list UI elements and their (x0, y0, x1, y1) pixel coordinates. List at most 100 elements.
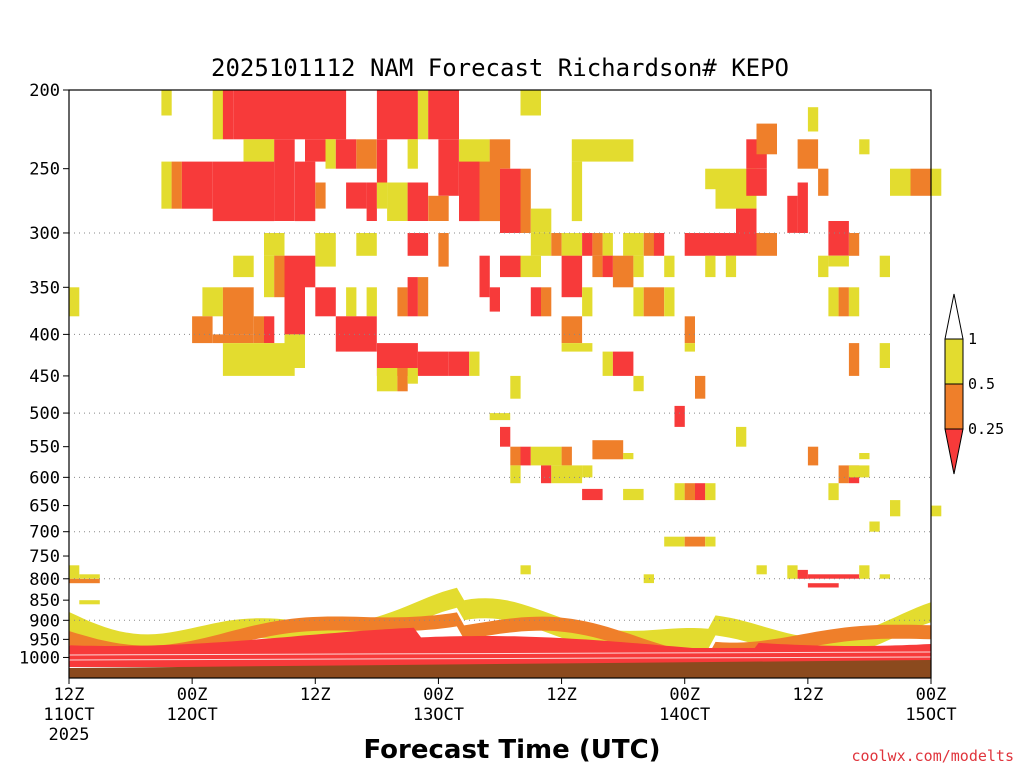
heatmap-cell (366, 287, 377, 317)
heatmap-cell (202, 287, 223, 317)
heatmap-cell (459, 161, 480, 222)
x-tick-label: 00Z (916, 685, 947, 705)
heatmap-cell (561, 255, 583, 298)
heatmap-cell (592, 440, 624, 460)
heatmap-cell (612, 255, 634, 288)
heatmap-cell (684, 536, 706, 547)
heatmap-cell (797, 182, 808, 233)
heatmap-cell (787, 565, 798, 579)
heatmap-cell (407, 182, 429, 221)
heatmap-cell (325, 139, 336, 169)
y-tick-label: 1000 (19, 648, 60, 668)
x-tick-label: 2025 (49, 725, 90, 745)
heatmap-cell (838, 465, 849, 484)
colorbar-lower-arrow (944, 428, 964, 475)
y-tick-label: 950 (29, 630, 60, 650)
bl-streak (68, 651, 932, 656)
y-tick-label: 400 (29, 325, 60, 345)
heatmap-cell (869, 521, 880, 532)
heatmap-cell (931, 505, 942, 517)
heatmap-cell (274, 255, 285, 298)
heatmap-cell (79, 600, 100, 605)
heatmap-cell (479, 255, 490, 298)
heatmap-cell (705, 536, 716, 547)
colorbar-label-0.5: 0.5 (968, 375, 995, 393)
heatmap-cell (890, 168, 911, 196)
heatmap-cell (664, 255, 675, 278)
heatmap-cell (551, 465, 583, 484)
heatmap-cell (69, 578, 100, 584)
heatmap-cell (438, 233, 449, 267)
heatmap-cell (807, 574, 860, 579)
heatmap-cell (890, 500, 901, 517)
heatmap-cell (838, 287, 849, 317)
heatmap-cell (407, 139, 418, 169)
heatmap-cell (315, 233, 336, 267)
heatmap-cell (818, 255, 829, 278)
heatmap-cell (807, 107, 819, 132)
heatmap-cell (807, 583, 839, 588)
x-tick-label: 14OCT (659, 705, 710, 725)
heatmap-cell (756, 233, 777, 256)
heatmap-cell (274, 139, 295, 183)
heatmap-cell (407, 233, 429, 256)
y-tick-label: 900 (29, 611, 60, 631)
heatmap-cell (335, 139, 357, 169)
x-tick-label: 12Z (792, 685, 823, 705)
ground-strip (69, 660, 931, 678)
heatmap-cell (469, 351, 480, 376)
heatmap-cell (695, 483, 706, 501)
y-tick-label: 800 (29, 570, 60, 590)
boundary-layer (68, 587, 932, 678)
y-tick-label: 300 (29, 224, 60, 244)
heatmap-cell (551, 233, 562, 256)
heatmap-cell (346, 182, 367, 209)
heatmap-cell (69, 287, 80, 317)
heatmap-cell (848, 343, 860, 376)
heatmap-cell (530, 446, 562, 466)
heatmap-cell (931, 168, 942, 196)
heatmap-cell (346, 287, 357, 317)
heatmap-cell (592, 255, 603, 278)
credit-text[interactable]: coolwx.com/modelts (851, 747, 1014, 765)
heatmap-cell (428, 90, 459, 140)
heatmap-cell (664, 287, 675, 317)
heatmap-cell (879, 574, 890, 579)
y-tick-label: 250 (29, 160, 60, 180)
heatmap-cell (530, 287, 542, 317)
heatmap-cell (294, 161, 316, 222)
x-tick-label: 13OCT (413, 705, 464, 725)
heatmap-cell (705, 168, 716, 190)
x-axis-label: Forecast Time (UTC) (363, 735, 660, 765)
x-tick-label: 15OCT (905, 705, 956, 725)
heatmap-cell (736, 426, 747, 447)
heatmap-cell (510, 465, 521, 484)
heatmap-cell (161, 161, 172, 209)
heatmap-cell (674, 483, 685, 501)
chart-title: 2025101112 NAM Forecast Richardson# KEPO (211, 54, 789, 82)
heatmap-cell (356, 139, 377, 169)
heatmap-cell (233, 255, 254, 278)
y-tick-label: 200 (29, 81, 60, 101)
heatmap-cell (787, 195, 798, 233)
heatmap-cell (623, 233, 644, 256)
heatmap-cell (602, 233, 613, 256)
heatmap-cell (376, 90, 418, 140)
heatmap-cells (69, 90, 942, 605)
heatmap-cell (848, 287, 860, 317)
heatmap-cell (807, 446, 819, 466)
heatmap-cell (376, 368, 398, 392)
heatmap-cell (356, 233, 377, 256)
heatmap-cell (633, 255, 644, 278)
heatmap-cell (407, 368, 418, 384)
heatmap-cell (264, 233, 285, 256)
colorbar-orange (944, 383, 964, 430)
heatmap-cell (561, 446, 572, 466)
heatmap-cell (818, 168, 829, 196)
heatmap-cell (828, 483, 839, 501)
heatmap-cell (859, 139, 870, 155)
heatmap-cell (859, 453, 870, 460)
colorbar: 1 0.5 0.25 (944, 293, 1004, 475)
heatmap-cell (592, 233, 603, 256)
